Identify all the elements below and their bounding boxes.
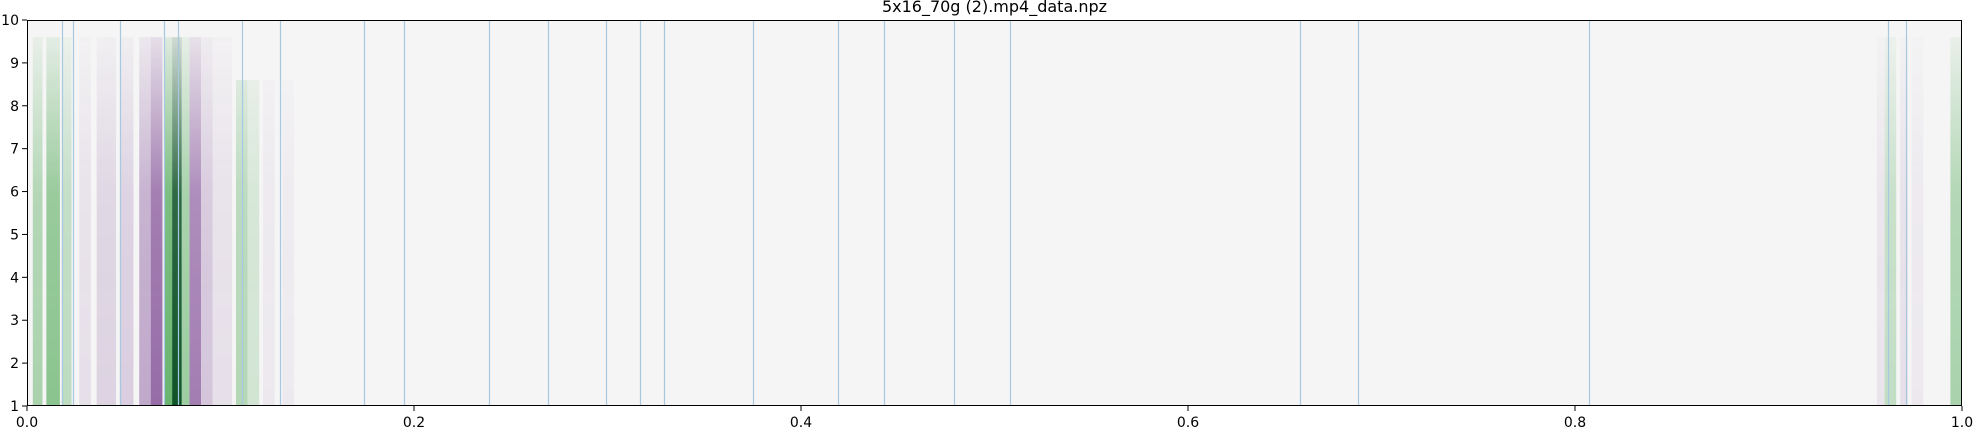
plot-area	[27, 20, 1962, 406]
heatmap-band	[263, 80, 275, 407]
y-tick-label: 8	[10, 99, 19, 115]
heatmap-band	[46, 37, 60, 407]
heatmap-band	[235, 80, 248, 407]
y-tick-label: 2	[10, 356, 19, 372]
y-tick-label: 10	[1, 13, 19, 29]
heatmap-band	[150, 37, 163, 407]
y-tick-label: 3	[10, 313, 19, 329]
x-tick-label: 1.0	[1951, 415, 1973, 429]
heatmap-band	[1950, 37, 1962, 407]
heatmap-band	[1884, 37, 1897, 407]
y-axis: 1 2 3 4 5 6 7 8 9 10	[1, 13, 27, 415]
y-tick-label: 7	[10, 142, 19, 158]
x-tick-label: 0.8	[1564, 415, 1586, 429]
heatmap-band	[164, 37, 173, 407]
y-tick-label: 9	[10, 56, 19, 72]
vertical-markers	[61, 20, 1908, 406]
heatmap-band	[96, 37, 117, 407]
heatmap-band	[181, 37, 190, 407]
x-tick-label: 0.6	[1177, 415, 1199, 429]
x-axis: 0.0 0.2 0.4 0.6 0.8 1.0	[16, 406, 1973, 429]
x-tick-label: 0.0	[16, 415, 38, 429]
heatmap-band	[282, 80, 295, 407]
plot-background	[27, 20, 1962, 406]
heatmap-band	[79, 37, 91, 407]
heatmap-band	[247, 80, 260, 407]
chart-title: 5x16_70g (2).mp4_data.npz	[882, 0, 1107, 17]
heatmap-band	[189, 37, 202, 407]
x-tick-label: 0.2	[403, 415, 425, 429]
y-tick-label: 6	[10, 185, 19, 201]
heatmap-bands	[32, 37, 1962, 407]
heatmap-band	[1911, 37, 1924, 407]
heatmap-band	[1900, 37, 1908, 407]
heatmap-band	[32, 37, 43, 407]
heatmap-band	[212, 37, 233, 407]
plot-frame	[27, 20, 1962, 406]
x-tick-label: 0.4	[790, 415, 812, 429]
heatmap-band	[61, 37, 72, 407]
heatmap-band	[201, 37, 213, 407]
y-tick-label: 1	[10, 399, 19, 415]
y-tick-label: 5	[10, 227, 19, 243]
heatmap-band	[1876, 37, 1885, 407]
heatmap-band	[172, 37, 182, 407]
y-tick-label: 4	[10, 270, 19, 286]
heatmap-band	[139, 37, 153, 407]
heatmap-band	[119, 37, 134, 407]
